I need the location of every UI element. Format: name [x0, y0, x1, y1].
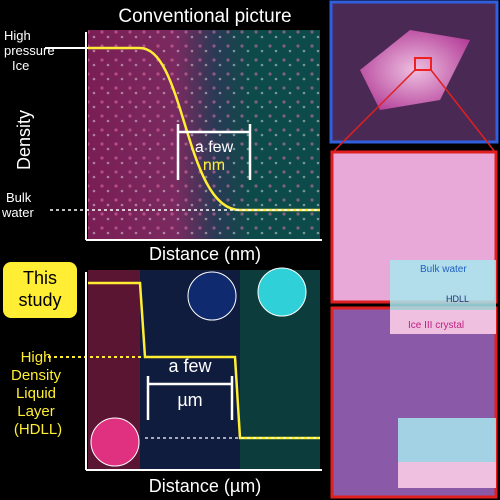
molecules	[88, 30, 320, 240]
crystal-layer	[390, 310, 496, 334]
span-label: a few nm	[195, 139, 234, 174]
span-bracket-2	[146, 376, 234, 420]
hdll-image-label: HDLL	[446, 294, 469, 304]
zoom-box	[414, 57, 432, 71]
hdll-circle	[187, 271, 237, 321]
bulk-label: Bulk water	[1, 190, 34, 220]
crystal-layer-2	[398, 462, 496, 488]
x-axis-label-2: Distance (µm)	[149, 476, 261, 496]
x-axis-label: Distance (nm)	[149, 244, 261, 264]
span-label-2: a few µm	[168, 356, 212, 410]
density-curve	[88, 46, 320, 212]
hdll-label: High Density Liquid Layer (HDLL)	[11, 349, 62, 438]
bulk-water-label: Bulk water	[420, 264, 467, 275]
ice-circle	[90, 417, 140, 467]
crystal-label: Ice III crystal	[408, 320, 464, 331]
study-label: This study	[18, 268, 61, 310]
study-badge	[3, 262, 77, 318]
ice-label: High pressure Ice	[4, 28, 55, 73]
y-axis-label: Density	[14, 110, 34, 170]
zoom-lines	[332, 69, 496, 153]
water-circle	[257, 267, 307, 317]
span-bracket	[176, 124, 252, 180]
top-title: Conventional picture	[118, 6, 291, 27]
